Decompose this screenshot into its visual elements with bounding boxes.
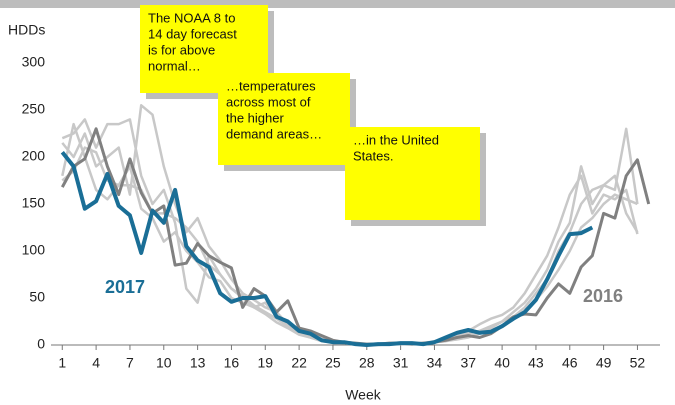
- annotation-text: demand areas…: [226, 126, 322, 141]
- x-tick-label: 31: [393, 355, 409, 371]
- x-tick-label: 49: [596, 355, 612, 371]
- x-tick-label: 10: [156, 355, 172, 371]
- annotation-text: is for above: [148, 42, 215, 57]
- annotation-text: the higher: [226, 110, 284, 125]
- y-tick-label: 150: [22, 195, 46, 211]
- annotation-text: The NOAA 8 to: [148, 10, 235, 25]
- y-tick-label: 100: [22, 242, 46, 258]
- x-tick-label: 34: [427, 355, 443, 371]
- x-tick-label: 1: [58, 355, 66, 371]
- y-tick-label: 50: [29, 289, 45, 305]
- x-tick-label: 37: [460, 355, 476, 371]
- annotation-text: across most of: [226, 94, 311, 109]
- annotation-text: normal…: [148, 58, 201, 73]
- annotation-text: …in the United: [353, 132, 439, 147]
- x-tick-label: 28: [359, 355, 375, 371]
- x-axis-label: Week: [345, 387, 382, 403]
- series-line: [60, 151, 594, 347]
- series-label: 2016: [583, 286, 623, 306]
- y-tick-label: 300: [22, 54, 46, 70]
- annotation-text: 14 day forecast: [148, 26, 237, 41]
- x-tick-label: 25: [325, 355, 341, 371]
- x-tick-label: 43: [528, 355, 544, 371]
- plot: 0 50 100 150 200 250 300 1 4 7 10 13 16 19 22 25 28 31 34 3…: [22, 54, 651, 371]
- y-axis-label: HDDs: [8, 22, 45, 38]
- x-tick-label: 7: [126, 355, 134, 371]
- x-tick-label: 46: [562, 355, 578, 371]
- x-tick-label: 13: [190, 355, 206, 371]
- series-label: 2017: [105, 277, 145, 297]
- x-tick-label: 52: [630, 355, 646, 371]
- series-labels: 2016 2017: [105, 277, 623, 306]
- y-tick-label: 250: [22, 101, 46, 117]
- x-tick-label: 22: [291, 355, 307, 371]
- x-tick-label: 19: [257, 355, 273, 371]
- x-tick-label: 40: [494, 355, 510, 371]
- annotation-box: [218, 73, 350, 165]
- x-tick-label: 4: [92, 355, 100, 371]
- annotation-text: States.: [353, 148, 393, 163]
- annotation-box: [345, 127, 480, 220]
- top-bar: [0, 0, 675, 8]
- y-tick-label: 0: [37, 336, 45, 352]
- annotation-text: …temperatures: [226, 78, 316, 93]
- y-tick-label: 200: [22, 148, 46, 164]
- x-tick-label: 16: [224, 355, 240, 371]
